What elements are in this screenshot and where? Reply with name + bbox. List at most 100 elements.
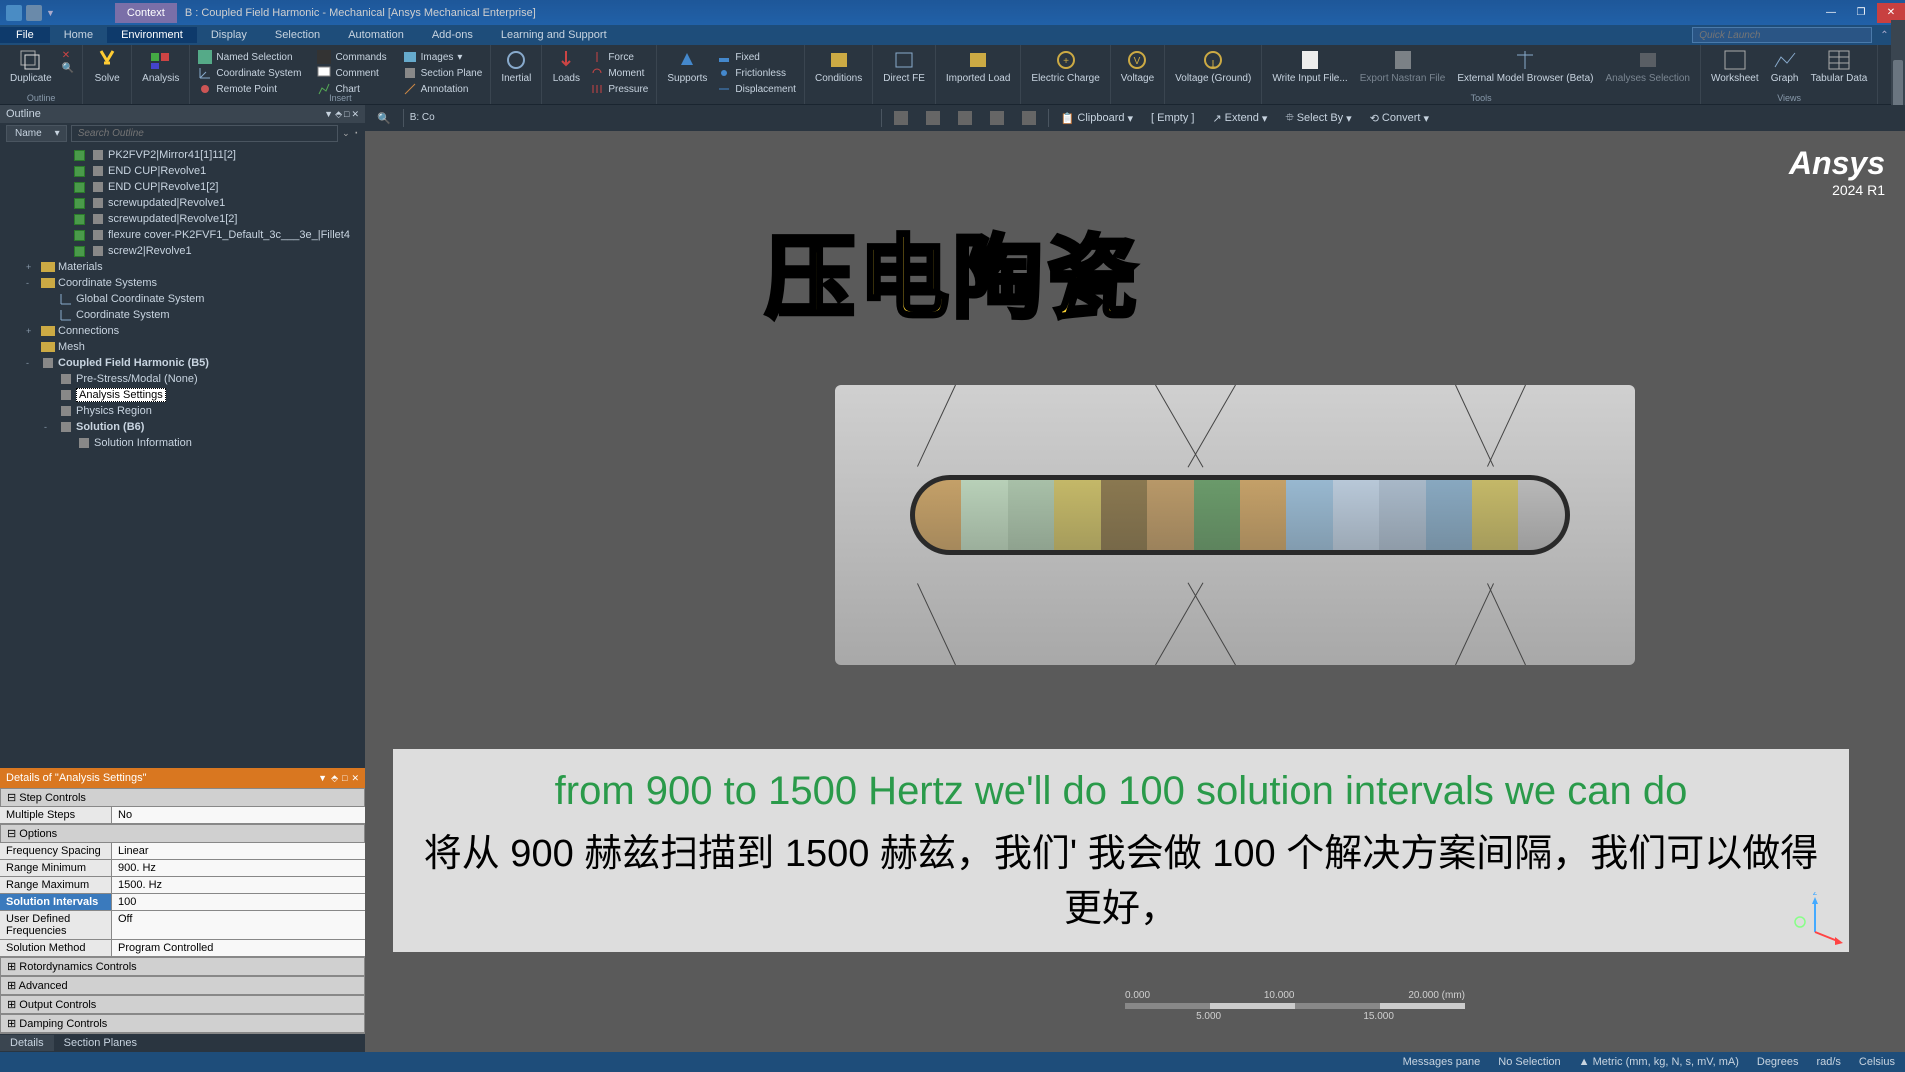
outline-dropdown-icon[interactable]: ▼ <box>324 109 333 120</box>
outline-search-input[interactable] <box>71 125 338 142</box>
vt-icon-4[interactable] <box>984 109 1010 127</box>
details-row[interactable]: Multiple StepsNo <box>0 807 365 824</box>
vt-icon-1[interactable] <box>888 109 914 127</box>
write-input-button[interactable]: Write Input File... <box>1266 47 1353 86</box>
outline-pin-icon[interactable]: ⬘ <box>335 109 342 120</box>
tree-item[interactable]: Physics Region <box>0 403 365 419</box>
coordinate-system-button[interactable]: Coordinate System <box>194 65 305 81</box>
tree-item[interactable]: flexure cover-PK2FVF1_Default_3c___3e_|F… <box>0 227 365 243</box>
named-selection-button[interactable]: Named Selection <box>194 49 305 65</box>
triad-axis-icon[interactable]: z <box>1785 892 1845 952</box>
section-plane-button[interactable]: Section Plane <box>399 65 487 81</box>
tree-item[interactable]: END CUP|Revolve1 <box>0 163 365 179</box>
details-section-header[interactable]: ⊞ Output Controls <box>0 995 365 1014</box>
tree-item[interactable]: +Connections <box>0 323 365 339</box>
outline-window-icon[interactable]: □ <box>344 109 349 120</box>
file-menu[interactable]: File <box>0 27 50 43</box>
details-row[interactable]: Solution Intervals100 <box>0 894 365 911</box>
loads-button[interactable]: Loads <box>546 47 586 97</box>
tree-item[interactable]: PK2FVP2|Mirror41[1]11[2] <box>0 147 365 163</box>
context-tab[interactable]: Context <box>115 3 177 23</box>
extend-button[interactable]: ↗ Extend▾ <box>1206 110 1273 127</box>
select-by-button[interactable]: ⯐ Select By▾ <box>1279 107 1357 130</box>
details-section-header[interactable]: ⊞ Damping Controls <box>0 1014 365 1033</box>
analyses-selection-button[interactable]: Analyses Selection <box>1599 47 1696 86</box>
details-section-header[interactable]: ⊟ Step Controls <box>0 788 365 807</box>
voltage-ground-button[interactable]: Voltage (Ground) <box>1169 47 1257 86</box>
details-section-header[interactable]: ⊞ Advanced <box>0 976 365 995</box>
pressure-button[interactable]: Pressure <box>586 81 652 97</box>
restore-button[interactable]: ❐ <box>1847 3 1875 23</box>
supports-button[interactable]: Supports <box>661 47 713 97</box>
units-status[interactable]: ▲ Metric (mm, kg, N, s, mV, mA) <box>1579 1056 1739 1068</box>
graph-button[interactable]: Graph <box>1765 47 1805 86</box>
external-model-button[interactable]: External Model Browser (Beta) <box>1451 47 1599 86</box>
details-dropdown-icon[interactable]: ▼ <box>318 773 327 784</box>
menu-automation[interactable]: Automation <box>334 27 418 43</box>
details-window-icon[interactable]: □ <box>342 773 347 784</box>
direct-fe-button[interactable]: Direct FE <box>877 47 931 86</box>
tree-item[interactable]: screwupdated|Revolve1[2] <box>0 211 365 227</box>
worksheet-button[interactable]: Worksheet <box>1705 47 1765 86</box>
details-section-header[interactable]: ⊞ Rotordynamics Controls <box>0 957 365 976</box>
convert-button[interactable]: ⟲ Convert▾ <box>1364 110 1435 127</box>
inertial-button[interactable]: Inertial <box>495 47 537 86</box>
clipboard-button[interactable]: 📋 Clipboard▾ <box>1055 110 1139 127</box>
details-close-icon[interactable]: ✕ <box>351 773 359 784</box>
vt-icon-3[interactable] <box>952 109 978 127</box>
menu-environment[interactable]: Environment <box>107 27 197 43</box>
details-row[interactable]: Frequency SpacingLinear <box>0 843 365 860</box>
commands-button[interactable]: Commands <box>313 49 390 65</box>
details-row[interactable]: Range Maximum1500. Hz <box>0 877 365 894</box>
tree-item[interactable]: screwupdated|Revolve1 <box>0 195 365 211</box>
vt-icon-2[interactable] <box>920 109 946 127</box>
imported-load-button[interactable]: Imported Load <box>940 47 1017 86</box>
analysis-button[interactable]: Analysis <box>136 47 185 86</box>
viewport-3d[interactable]: 🔍 B: Co 📋 Clipboard▾ [ Empty ] ↗ Extend▾… <box>365 105 1905 1052</box>
search-ribbon-button[interactable]: 🔍 <box>58 62 78 75</box>
tree-item[interactable]: Analysis Settings <box>0 387 365 403</box>
duplicate-button[interactable]: Duplicate <box>4 47 58 86</box>
qat-dropdown-icon[interactable]: ▼ <box>46 8 55 18</box>
solve-button[interactable]: Solve <box>87 47 127 86</box>
tree-item[interactable]: Solution Information <box>0 435 365 451</box>
remote-point-button[interactable]: Remote Point <box>194 81 305 97</box>
tree-item[interactable]: Pre-Stress/Modal (None) <box>0 371 365 387</box>
tree-item[interactable]: -Coordinate Systems <box>0 275 365 291</box>
tree-item[interactable]: screw2|Revolve1 <box>0 243 365 259</box>
tabular-data-button[interactable]: Tabular Data <box>1805 47 1874 86</box>
tree-item[interactable]: Coordinate System <box>0 307 365 323</box>
voltage-button[interactable]: VVoltage <box>1115 47 1160 86</box>
electric-charge-button[interactable]: +Electric Charge <box>1025 47 1105 86</box>
export-nastran-button[interactable]: Export Nastran File <box>1354 47 1452 86</box>
details-row[interactable]: Solution MethodProgram Controlled <box>0 940 365 957</box>
minimize-button[interactable]: — <box>1817 3 1845 23</box>
outline-tree[interactable]: PK2FVP2|Mirror41[1]11[2]END CUP|Revolve1… <box>0 143 365 768</box>
quick-launch-input[interactable] <box>1692 27 1872 43</box>
close-ribbon-button[interactable]: ✕ <box>58 49 78 62</box>
messages-pane-button[interactable]: Messages pane <box>1403 1056 1481 1068</box>
frictionless-button[interactable]: Frictionless <box>713 65 800 81</box>
tree-item[interactable]: END CUP|Revolve1[2] <box>0 179 365 195</box>
menu-learning-and-support[interactable]: Learning and Support <box>487 27 621 43</box>
comment-button[interactable]: Comment <box>313 65 390 81</box>
outline-name-filter[interactable]: Name ▾ <box>6 125 67 142</box>
details-tab[interactable]: Details <box>0 1035 54 1051</box>
menu-home[interactable]: Home <box>50 27 107 43</box>
conditions-button[interactable]: Conditions <box>809 47 868 86</box>
menu-selection[interactable]: Selection <box>261 27 334 43</box>
vt-search-icon[interactable]: 🔍 <box>371 110 397 127</box>
displacement-button[interactable]: Displacement <box>713 81 800 97</box>
fixed-button[interactable]: Fixed <box>713 49 800 65</box>
moment-button[interactable]: Moment <box>586 65 652 81</box>
chart-button[interactable]: Chart <box>313 81 390 97</box>
force-button[interactable]: Force <box>586 49 652 65</box>
section-planes-tab[interactable]: Section Planes <box>54 1035 147 1051</box>
tree-item[interactable]: Global Coordinate System <box>0 291 365 307</box>
details-pin-icon[interactable]: ⬘ <box>331 773 338 784</box>
details-row[interactable]: Range Minimum900. Hz <box>0 860 365 877</box>
outline-close-icon[interactable]: ✕ <box>351 109 359 120</box>
tree-item[interactable]: -Coupled Field Harmonic (B5) <box>0 355 365 371</box>
menu-add-ons[interactable]: Add-ons <box>418 27 487 43</box>
tree-item[interactable]: Mesh <box>0 339 365 355</box>
